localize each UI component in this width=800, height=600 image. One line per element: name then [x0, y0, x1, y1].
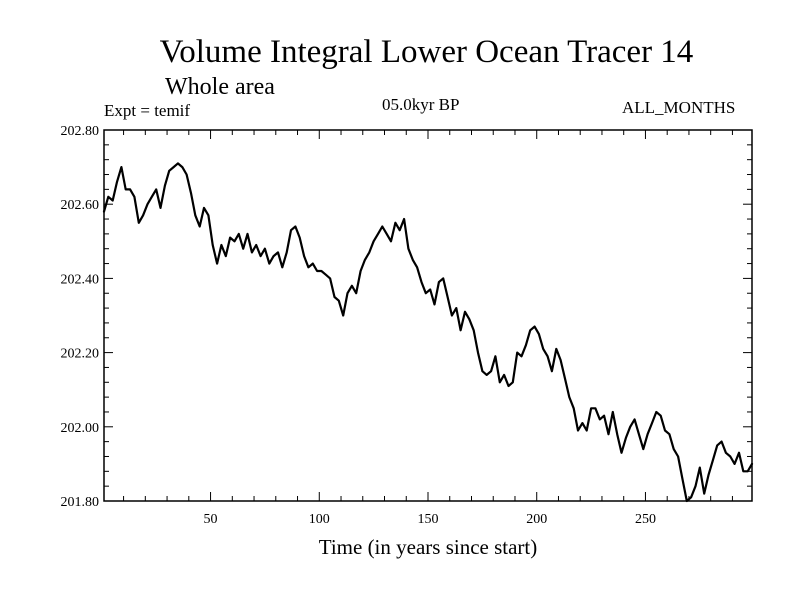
y-tick-label: 201.80	[61, 495, 100, 510]
y-tick-label: 202.40	[61, 272, 100, 287]
x-axis-label: Time (in years since start)	[318, 535, 538, 559]
x-tick-label: 250	[635, 512, 656, 527]
plot-frame	[103, 129, 753, 502]
y-tick-label: 202.00	[61, 421, 100, 436]
months-label: ALL_MONTHS	[622, 98, 736, 117]
experiment-label: Expt = temif	[104, 101, 191, 120]
x-tick-label: 200	[526, 512, 547, 527]
x-tick-label: 150	[418, 512, 439, 527]
y-tick-label: 202.80	[61, 124, 100, 139]
x-tick-label: 100	[309, 512, 330, 527]
period-label: 05.0kyr BP	[382, 95, 460, 114]
x-tick-label: 50	[204, 512, 218, 527]
y-tick-label: 202.20	[61, 347, 100, 362]
series-line	[102, 162, 754, 503]
chart-title: Volume Integral Lower Ocean Tracer 14	[159, 34, 694, 70]
y-tick-label: 202.60	[61, 198, 100, 213]
chart-subtitle: Whole area	[165, 74, 275, 100]
